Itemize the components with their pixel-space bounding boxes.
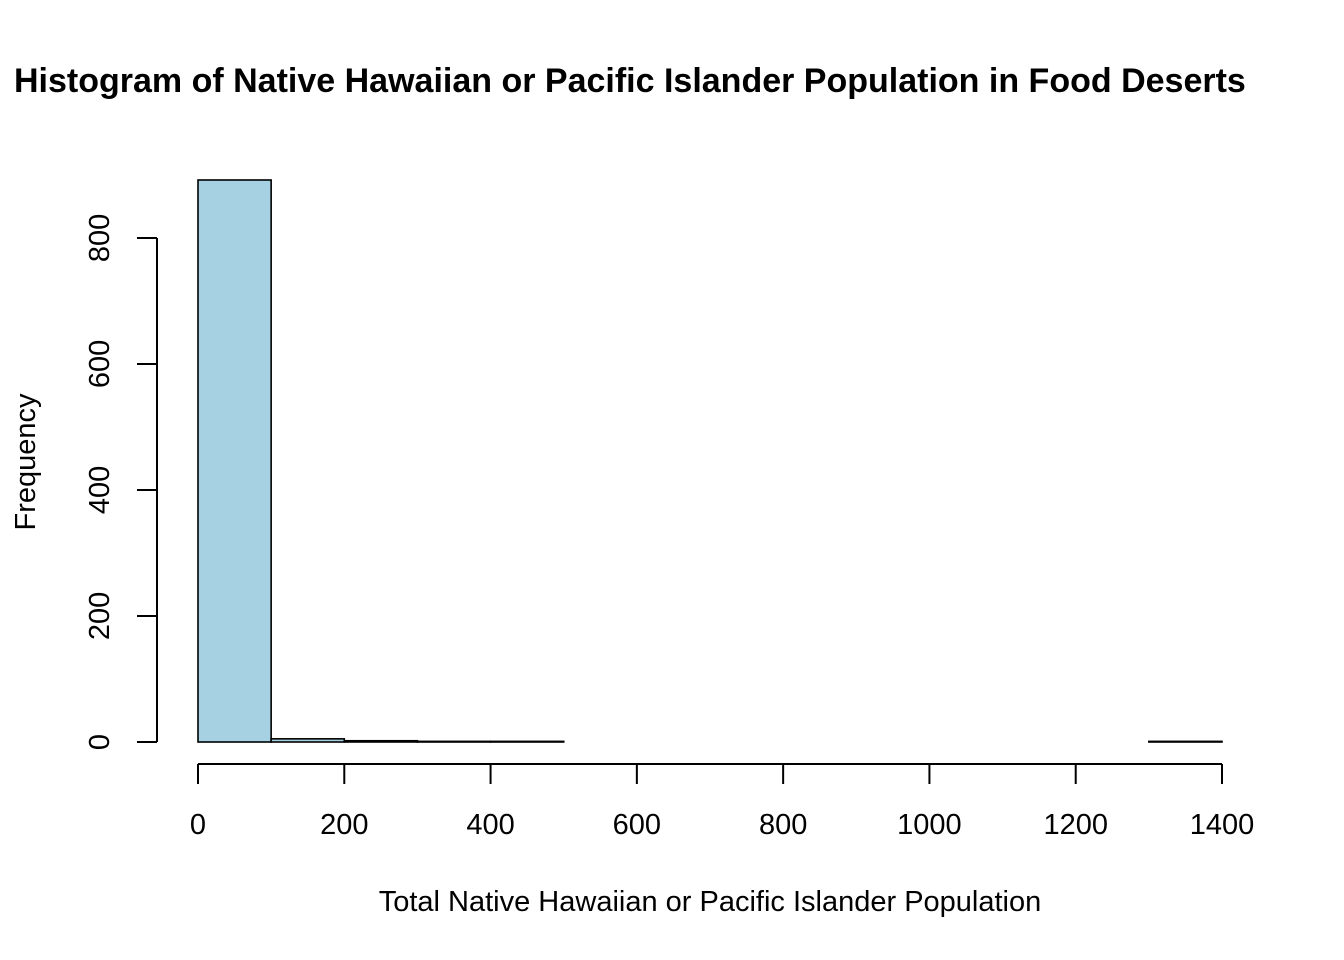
x-tick-label: 1200 (1043, 809, 1108, 841)
histogram-bar (1148, 740, 1223, 743)
x-axis: 0 200 400 600 800 1000 1200 1400 (190, 763, 1255, 841)
y-tick-label: 0 (84, 734, 116, 750)
y-tick-label: 600 (84, 340, 116, 388)
histogram-bar (343, 739, 419, 743)
x-tick-label: 600 (613, 809, 661, 841)
y-axis-label: Frequency (10, 393, 42, 531)
histogram-bar (416, 740, 492, 743)
chart-title: Histogram of Native Hawaiian or Pacific … (14, 62, 1246, 100)
y-tick-label: 800 (84, 214, 116, 262)
y-axis: 0 200 400 600 800 (84, 214, 158, 750)
x-tick-label: 1400 (1190, 809, 1255, 841)
histogram-bar (489, 740, 565, 743)
histogram-bar (197, 179, 272, 743)
histogram-bar (270, 738, 346, 743)
y-tick-label: 400 (84, 466, 116, 514)
x-tick-label: 400 (466, 809, 514, 841)
bars-group (197, 179, 1223, 743)
x-axis-label: Total Native Hawaiian or Pacific Islande… (379, 886, 1042, 918)
x-tick-label: 200 (320, 809, 368, 841)
x-tick-label: 1000 (897, 809, 962, 841)
x-tick-label: 800 (759, 809, 807, 841)
y-tick-label: 200 (84, 592, 116, 640)
x-tick-label: 0 (190, 809, 206, 841)
